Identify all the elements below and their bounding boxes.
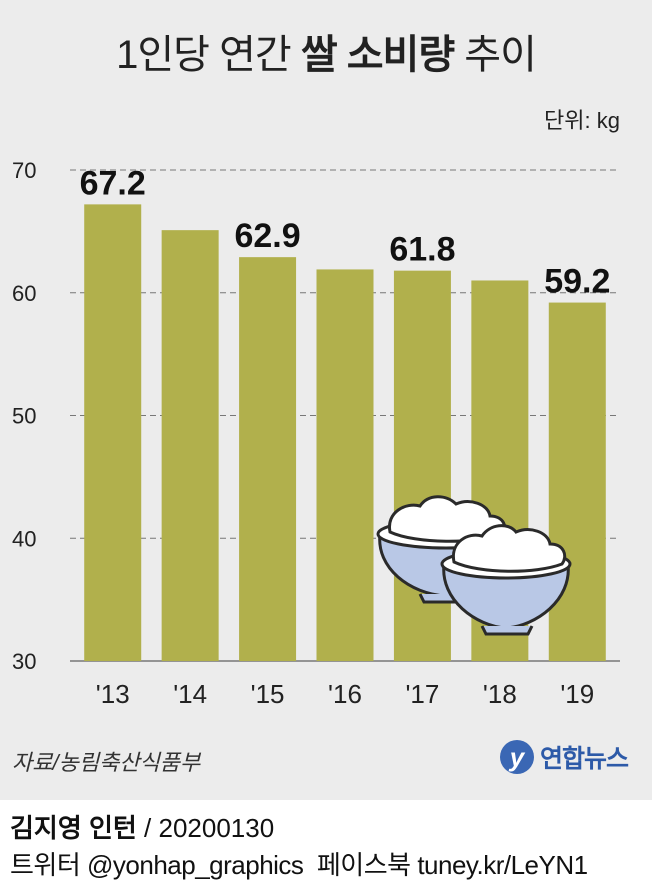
x-tick-label-6: '19 [560,679,594,709]
unit-label: 단위: kg [544,108,620,133]
bar-6 [548,302,606,661]
brand: y 연합뉴스 [500,737,629,777]
value-label-6: 59.2 [544,263,610,301]
brand-name: 연합뉴스 [540,745,629,773]
bar-chart: 30 40 50 60 70 67.2 62.9 61.8 59.2 '13 '14 '15 '16… [12,158,620,709]
credit-line: 김지영 인턴 / 20200130 [10,813,275,843]
x-tick-label-5: '18 [483,679,517,709]
y-tick-label: 50 [12,404,36,429]
x-tick-label-0: '13 [96,679,130,709]
y-tick-label: 30 [12,649,36,674]
y-tick-labels: 30 40 50 60 70 [12,158,36,674]
facebook-label: 페이스북 [316,850,411,880]
source-text: 자료/농림축산식품부 [12,750,201,775]
bar-3 [316,269,374,661]
x-tick-label-2: '15 [251,679,285,709]
x-tick-labels: '13 '14 '15 '16 '17 '18 '19 [96,679,594,709]
yonhap-logo-icon: y [500,740,534,774]
chart-title: 1인당 연간 쌀 소비량 추이 [116,33,537,77]
value-labels: 67.2 62.9 61.8 59.2 [80,164,611,300]
social-line: 트위터 @yonhap_graphics 페이스북 tuney.kr/LeYN1 [10,845,588,882]
value-label-4: 61.8 [389,231,455,269]
author: 김지영 인턴 [10,813,137,843]
facebook-link[interactable]: tuney.kr/LeYN1 [417,850,588,880]
y-tick-label: 70 [12,158,36,183]
bar-0 [84,204,142,661]
x-tick-label-3: '16 [328,679,362,709]
y-tick-label: 40 [12,526,36,551]
twitter-handle[interactable]: @yonhap_graphics [87,850,304,880]
x-tick-label-1: '14 [173,679,207,709]
y-tick-label: 60 [12,281,36,306]
date: 20200130 [158,813,275,843]
x-tick-label-4: '17 [405,679,439,709]
bar-2 [239,257,297,661]
twitter-label: 트위터 [10,850,81,880]
rice-bowl-front-icon [440,524,572,636]
value-label-0: 67.2 [80,164,146,202]
bars [84,204,606,661]
bar-1 [161,230,219,661]
value-label-2: 62.9 [234,217,300,255]
rice-bowls-icon [376,495,572,636]
